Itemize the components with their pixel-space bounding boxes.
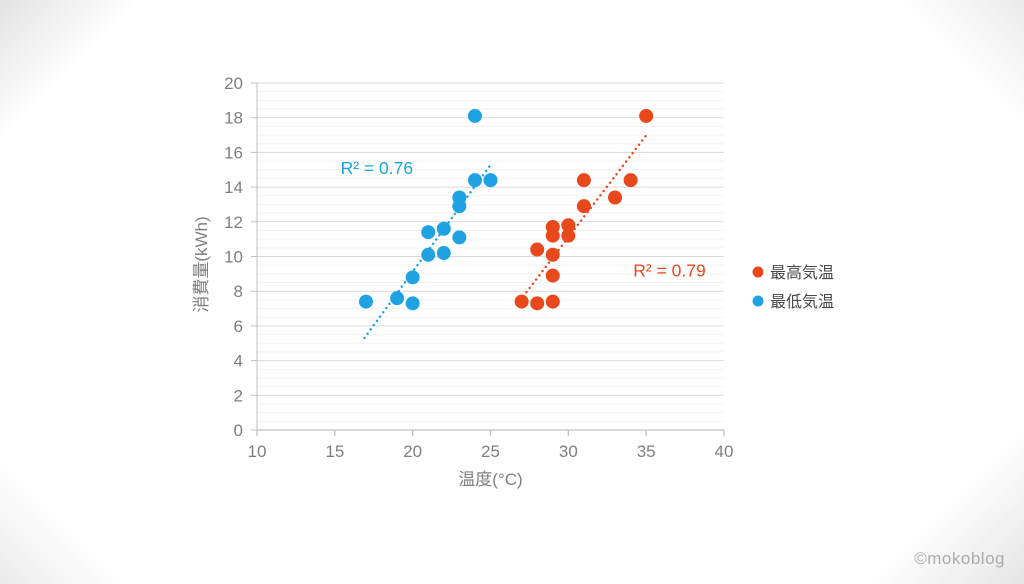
- min-temp-r2-label: R² = 0.76: [341, 158, 413, 178]
- x-tick-label: 25: [481, 442, 500, 461]
- max-temp-data-point: [545, 294, 560, 309]
- y-tick-label: 8: [234, 282, 243, 301]
- y-tick-label: 12: [224, 213, 243, 232]
- y-tick-label: 0: [234, 421, 243, 440]
- legend-label-max-temp: 最高気温: [770, 264, 834, 282]
- max-temp-trendline: [521, 132, 649, 298]
- min-temp-data-point: [390, 291, 405, 306]
- watermark: ©mokoblog: [914, 549, 1005, 568]
- min-temp-data-point: [452, 199, 467, 214]
- min-temp-data-point: [452, 230, 467, 245]
- legend-marker-max-temp: [752, 266, 764, 278]
- y-axis-title: 消費量(kWh): [192, 216, 211, 312]
- y-tick-label: 18: [224, 109, 243, 128]
- min-temp-data-point: [405, 270, 420, 285]
- min-temp-data-point: [467, 108, 482, 123]
- max-temp-data-point: [545, 247, 560, 262]
- x-axis-title: 温度(°C): [458, 470, 522, 489]
- y-tick-label: 16: [224, 143, 243, 162]
- min-temp-data-point: [421, 247, 436, 262]
- min-temp-data-point: [467, 173, 482, 188]
- y-tick-label: 6: [234, 317, 243, 336]
- min-temp-trendline: [363, 161, 494, 340]
- x-tick-label: 20: [403, 442, 422, 461]
- x-tick-label: 35: [637, 442, 656, 461]
- max-temp-r2-label: R² = 0.79: [633, 260, 705, 280]
- x-tick-label: 40: [715, 442, 734, 461]
- y-tick-label: 4: [234, 352, 243, 371]
- max-temp-data-point: [514, 294, 529, 309]
- y-tick-label: 10: [224, 248, 243, 267]
- x-tick-label: 15: [325, 442, 344, 461]
- min-temp-data-point: [405, 296, 420, 311]
- min-temp-data-point: [436, 246, 451, 261]
- min-temp-data-point: [358, 294, 373, 309]
- min-temp-data-point: [436, 221, 451, 236]
- x-tick-label: 10: [248, 442, 267, 461]
- max-temp-data-point: [561, 218, 576, 233]
- max-temp-data-point: [530, 242, 545, 257]
- y-tick-label: 20: [224, 74, 243, 93]
- max-temp-data-point: [545, 228, 560, 243]
- max-temp-data-point: [576, 173, 591, 188]
- max-temp-data-point: [561, 228, 576, 243]
- max-temp-data-point: [608, 190, 623, 205]
- max-temp-data-point: [530, 296, 545, 311]
- min-temp-data-point: [483, 173, 498, 188]
- y-tick-label: 2: [234, 386, 243, 405]
- max-temp-data-point: [545, 268, 560, 283]
- legend-label-min-temp: 最低気温: [770, 293, 834, 311]
- x-tick-label: 30: [559, 442, 578, 461]
- max-temp-data-point: [623, 173, 638, 188]
- y-tick-label: 14: [224, 178, 243, 197]
- max-temp-data-point: [639, 108, 654, 123]
- legend-marker-min-temp: [752, 295, 764, 307]
- max-temp-data-point: [576, 199, 591, 214]
- min-temp-data-point: [421, 225, 436, 240]
